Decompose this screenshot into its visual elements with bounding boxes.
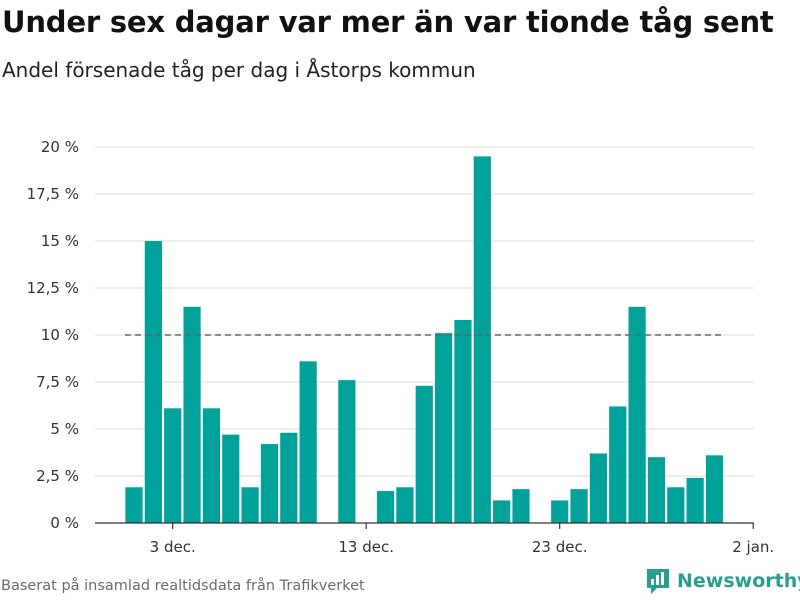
x-tick-label: 13 dec. <box>338 538 394 556</box>
bar <box>686 477 704 523</box>
bar <box>609 406 627 523</box>
bar <box>473 156 491 523</box>
bar <box>338 380 356 523</box>
bar <box>164 408 182 523</box>
bar <box>144 241 162 523</box>
y-tick-label: 2,5 % <box>36 467 79 485</box>
bar <box>183 306 201 523</box>
bar <box>125 487 143 523</box>
bar <box>705 455 724 523</box>
y-tick-label: 17,5 % <box>27 185 79 203</box>
brand-name: Newsworthy <box>677 570 800 592</box>
x-tick-label: 2 jan. <box>732 538 774 556</box>
bar <box>647 457 666 523</box>
bar <box>667 487 685 523</box>
bar <box>241 487 259 523</box>
bar <box>222 434 240 523</box>
bar <box>454 319 472 523</box>
y-tick-label: 7,5 % <box>36 373 79 391</box>
bar <box>415 385 433 523</box>
bar <box>589 453 607 523</box>
bar <box>570 489 588 523</box>
bar <box>299 361 317 523</box>
bar <box>396 487 414 523</box>
x-tick-label: 3 dec. <box>150 538 196 556</box>
y-tick-label: 0 % <box>50 514 79 532</box>
x-axis: 3 dec. 13 dec. 23 dec. 2 jan. <box>95 522 774 556</box>
x-tick-label: 23 dec. <box>532 538 588 556</box>
y-tick-label: 5 % <box>50 420 79 438</box>
y-tick-label: 20 % <box>41 138 79 156</box>
chart-subtitle: Andel försenade tåg per dag i Åstorps ko… <box>2 58 476 82</box>
bar <box>280 432 298 523</box>
bar <box>260 444 279 523</box>
newsworthy-logo-icon <box>647 569 669 594</box>
bar <box>628 306 646 523</box>
brand-logo: Newsworthy <box>645 567 800 595</box>
y-tick-label: 12,5 % <box>27 279 79 297</box>
y-axis-tick-labels: 0 % 2,5 % 5 % 7,5 % 10 % 12,5 % 15 % 17,5 % 20 % <box>27 138 79 532</box>
bar <box>376 491 395 523</box>
bars <box>125 156 724 523</box>
bar <box>512 489 530 523</box>
bar <box>435 333 453 523</box>
bar <box>202 408 220 523</box>
y-tick-label: 10 % <box>41 326 79 344</box>
bar <box>551 500 569 523</box>
y-tick-label: 15 % <box>41 232 79 250</box>
source-note: Baserat på insamlad realtidsdata från Tr… <box>1 578 365 594</box>
chart-title: Under sex dagar var mer än var tionde tå… <box>2 5 774 39</box>
bar <box>493 500 511 523</box>
